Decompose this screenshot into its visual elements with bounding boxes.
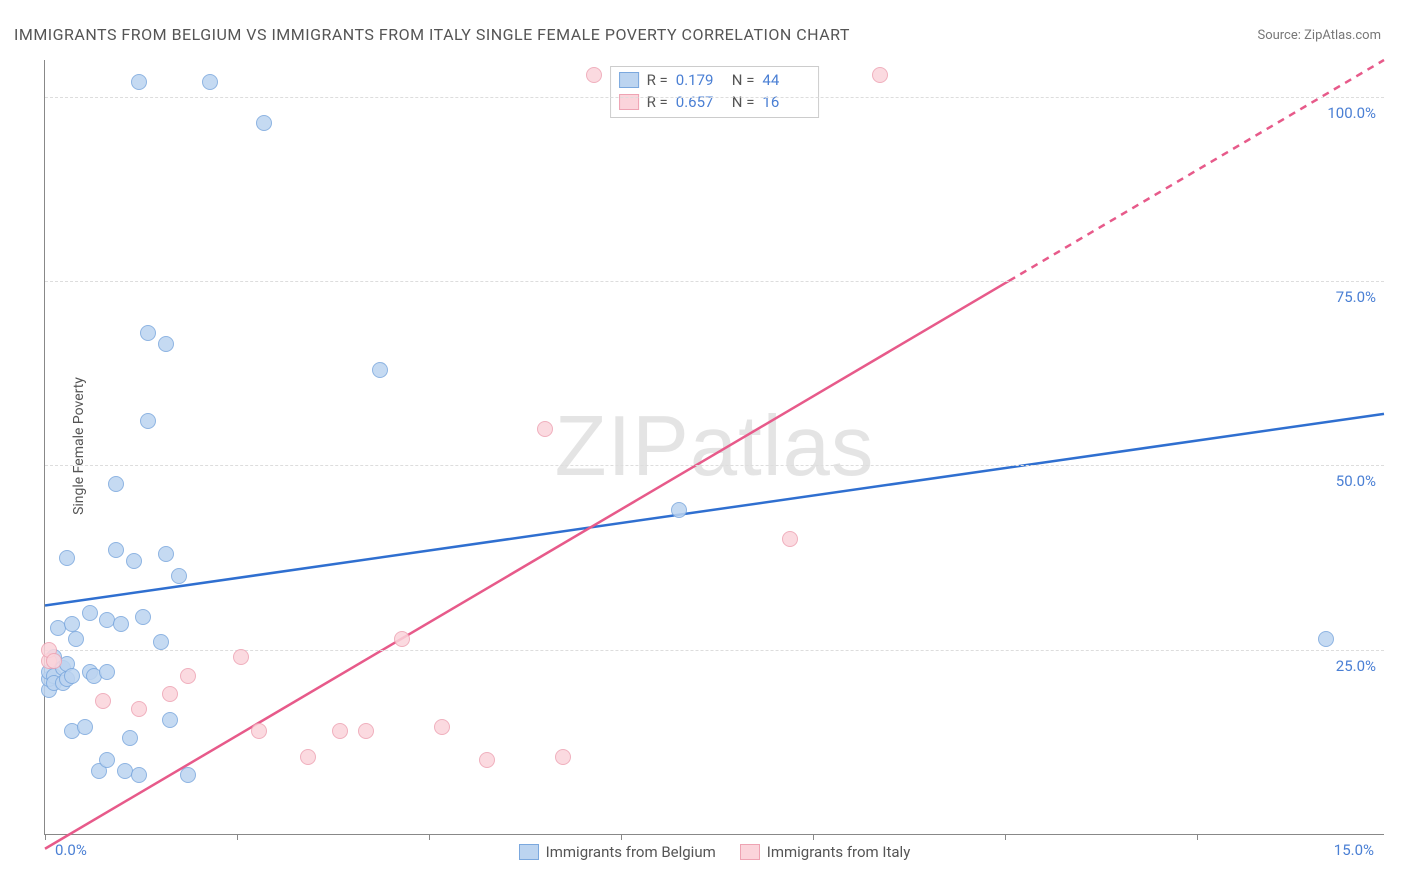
scatter-point-italy xyxy=(358,723,374,739)
bottom-legend-belgium-label: Immigrants from Belgium xyxy=(546,843,716,861)
y-tick-label: 75.0% xyxy=(1336,288,1376,306)
legend-n-label: N = xyxy=(732,91,755,113)
scatter-point-belgium xyxy=(256,115,272,131)
x-tick-mark xyxy=(429,834,430,840)
scatter-point-belgium xyxy=(64,668,80,684)
scatter-point-belgium xyxy=(140,325,156,341)
trend-line xyxy=(45,281,1009,849)
scatter-point-italy xyxy=(95,693,111,709)
scatter-point-italy xyxy=(434,719,450,735)
bottom-legend-italy: Immigrants from Italy xyxy=(740,843,911,861)
scatter-point-italy xyxy=(162,686,178,702)
scatter-point-belgium xyxy=(372,362,388,378)
scatter-point-belgium xyxy=(99,752,115,768)
scatter-point-italy xyxy=(479,752,495,768)
scatter-point-belgium xyxy=(131,74,147,90)
scatter-point-belgium xyxy=(113,616,129,632)
scatter-point-belgium xyxy=(202,74,218,90)
scatter-point-belgium xyxy=(108,542,124,558)
scatter-point-belgium xyxy=(1318,631,1334,647)
series-legend: R = 0.179 N = 44 R = 0.657 N = 16 xyxy=(610,66,820,118)
scatter-point-italy xyxy=(586,67,602,83)
legend-n-label: N = xyxy=(732,69,755,91)
scatter-point-italy xyxy=(233,649,249,665)
legend-r-value-italy: 0.657 xyxy=(676,91,724,113)
scatter-point-belgium xyxy=(140,413,156,429)
scatter-point-belgium xyxy=(99,664,115,680)
scatter-point-belgium xyxy=(153,634,169,650)
scatter-point-italy xyxy=(872,67,888,83)
scatter-point-belgium xyxy=(77,719,93,735)
legend-r-value-belgium: 0.179 xyxy=(676,69,724,91)
scatter-point-italy xyxy=(332,723,348,739)
scatter-point-belgium xyxy=(68,631,84,647)
scatter-point-belgium xyxy=(135,609,151,625)
trend-lines-svg xyxy=(45,60,1384,834)
scatter-point-belgium xyxy=(59,550,75,566)
scatter-point-italy xyxy=(251,723,267,739)
chart-wrapper: IMMIGRANTS FROM BELGIUM VS IMMIGRANTS FR… xyxy=(0,0,1406,892)
swatch-italy-icon xyxy=(740,844,760,860)
y-tick-label: 25.0% xyxy=(1336,657,1376,675)
bottom-legend: Immigrants from Belgium Immigrants from … xyxy=(45,843,1384,861)
scatter-point-belgium xyxy=(64,616,80,632)
scatter-point-belgium xyxy=(180,767,196,783)
scatter-point-italy xyxy=(555,749,571,765)
scatter-point-belgium xyxy=(158,546,174,562)
legend-row-belgium: R = 0.179 N = 44 xyxy=(619,69,811,91)
x-tick-mark xyxy=(237,834,238,840)
plot-area: ZIPatlas R = 0.179 N = 44 R = 0.657 N = … xyxy=(44,60,1384,835)
scatter-point-belgium xyxy=(671,502,687,518)
gridline xyxy=(45,97,1384,98)
x-tick-mark xyxy=(621,834,622,840)
scatter-point-belgium xyxy=(158,336,174,352)
gridline xyxy=(45,465,1384,466)
y-tick-label: 50.0% xyxy=(1336,472,1376,490)
legend-n-value-belgium: 44 xyxy=(762,69,810,91)
scatter-point-belgium xyxy=(131,767,147,783)
bottom-legend-belgium: Immigrants from Belgium xyxy=(519,843,716,861)
swatch-belgium-icon xyxy=(519,844,539,860)
scatter-point-belgium xyxy=(108,476,124,492)
scatter-point-belgium xyxy=(122,730,138,746)
x-tick-label-left: 0.0% xyxy=(55,841,87,859)
trend-line xyxy=(45,414,1384,606)
legend-r-label: R = xyxy=(647,91,668,113)
scatter-point-italy xyxy=(394,631,410,647)
legend-n-value-italy: 16 xyxy=(762,91,810,113)
scatter-point-belgium xyxy=(82,605,98,621)
scatter-point-belgium xyxy=(126,553,142,569)
x-tick-label-right: 15.0% xyxy=(1334,841,1374,859)
x-tick-mark xyxy=(1197,834,1198,840)
watermark-text: ZIPatlas xyxy=(555,398,875,496)
scatter-point-italy xyxy=(537,421,553,437)
bottom-legend-italy-label: Immigrants from Italy xyxy=(767,843,911,861)
y-tick-label: 100.0% xyxy=(1327,104,1376,122)
x-tick-mark xyxy=(1005,834,1006,840)
x-tick-mark xyxy=(813,834,814,840)
scatter-point-italy xyxy=(131,701,147,717)
source-label: Source: ZipAtlas.com xyxy=(1257,28,1381,43)
gridline xyxy=(45,281,1384,282)
chart-title: IMMIGRANTS FROM BELGIUM VS IMMIGRANTS FR… xyxy=(14,25,850,44)
scatter-point-belgium xyxy=(162,712,178,728)
scatter-point-italy xyxy=(46,653,62,669)
legend-r-label: R = xyxy=(647,69,668,91)
scatter-point-italy xyxy=(300,749,316,765)
swatch-belgium xyxy=(619,72,639,88)
scatter-point-belgium xyxy=(171,568,187,584)
trend-line xyxy=(1009,60,1384,281)
scatter-point-italy xyxy=(782,531,798,547)
scatter-point-italy xyxy=(180,668,196,684)
x-tick-mark xyxy=(45,834,46,840)
legend-row-italy: R = 0.657 N = 16 xyxy=(619,91,811,113)
